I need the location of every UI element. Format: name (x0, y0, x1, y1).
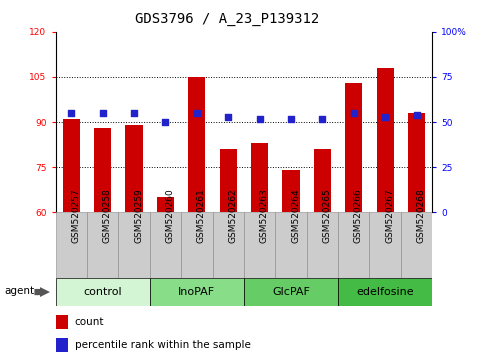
Text: GSM520257: GSM520257 (71, 188, 80, 243)
Bar (94, 128, 111, 212)
Bar (244, 212, 275, 278)
Point (68, 110, 75, 116)
Text: control: control (84, 287, 122, 297)
Text: agent: agent (4, 286, 35, 296)
Bar (188, 77, 205, 212)
Bar (401, 212, 432, 278)
Text: GSM520263: GSM520263 (260, 188, 269, 243)
Text: GlcPAF: GlcPAF (272, 287, 310, 297)
Text: GSM520262: GSM520262 (228, 188, 237, 243)
Point (224, 114, 232, 120)
Bar (307, 212, 338, 278)
Text: GSM520258: GSM520258 (103, 188, 112, 243)
Point (382, 114, 389, 120)
Bar (213, 212, 244, 278)
Point (256, 116, 264, 121)
Bar (251, 143, 268, 212)
Point (130, 110, 138, 116)
Bar (87, 212, 118, 278)
Text: GSM520265: GSM520265 (323, 188, 331, 243)
Bar (283, 170, 299, 212)
Text: GDS3796 / A_23_P139312: GDS3796 / A_23_P139312 (135, 12, 319, 27)
Bar (150, 278, 244, 306)
Text: percentile rank within the sample: percentile rank within the sample (75, 340, 251, 350)
Text: GSM520259: GSM520259 (134, 188, 143, 243)
Text: count: count (75, 317, 104, 327)
Text: GSM520261: GSM520261 (197, 188, 206, 243)
Bar (56, 212, 87, 278)
Bar (63, 119, 80, 212)
Text: GSM520267: GSM520267 (385, 188, 394, 243)
Bar (56, 315, 68, 329)
Bar (150, 212, 181, 278)
Point (161, 119, 170, 125)
Point (350, 110, 357, 116)
Text: InoPAF: InoPAF (178, 287, 215, 297)
Bar (338, 212, 369, 278)
Bar (369, 212, 401, 278)
Bar (56, 278, 150, 306)
Point (319, 116, 327, 121)
Bar (345, 83, 362, 212)
Bar (181, 212, 213, 278)
Bar (126, 125, 142, 212)
Bar (338, 278, 432, 306)
Text: edelfosine: edelfosine (356, 287, 414, 297)
Text: GSM520260: GSM520260 (165, 188, 174, 243)
Bar (377, 68, 394, 212)
Bar (157, 198, 174, 212)
Bar (408, 113, 425, 212)
Bar (314, 149, 331, 212)
Point (99, 110, 107, 116)
Bar (275, 212, 307, 278)
Text: GSM520266: GSM520266 (354, 188, 363, 243)
Bar (220, 149, 237, 212)
Text: GSM520268: GSM520268 (416, 188, 426, 243)
Bar (118, 212, 150, 278)
Point (193, 110, 201, 116)
FancyArrow shape (34, 287, 50, 297)
Text: GSM520264: GSM520264 (291, 188, 300, 243)
Point (287, 116, 295, 121)
Bar (244, 278, 338, 306)
Point (412, 112, 420, 118)
Bar (56, 338, 68, 352)
